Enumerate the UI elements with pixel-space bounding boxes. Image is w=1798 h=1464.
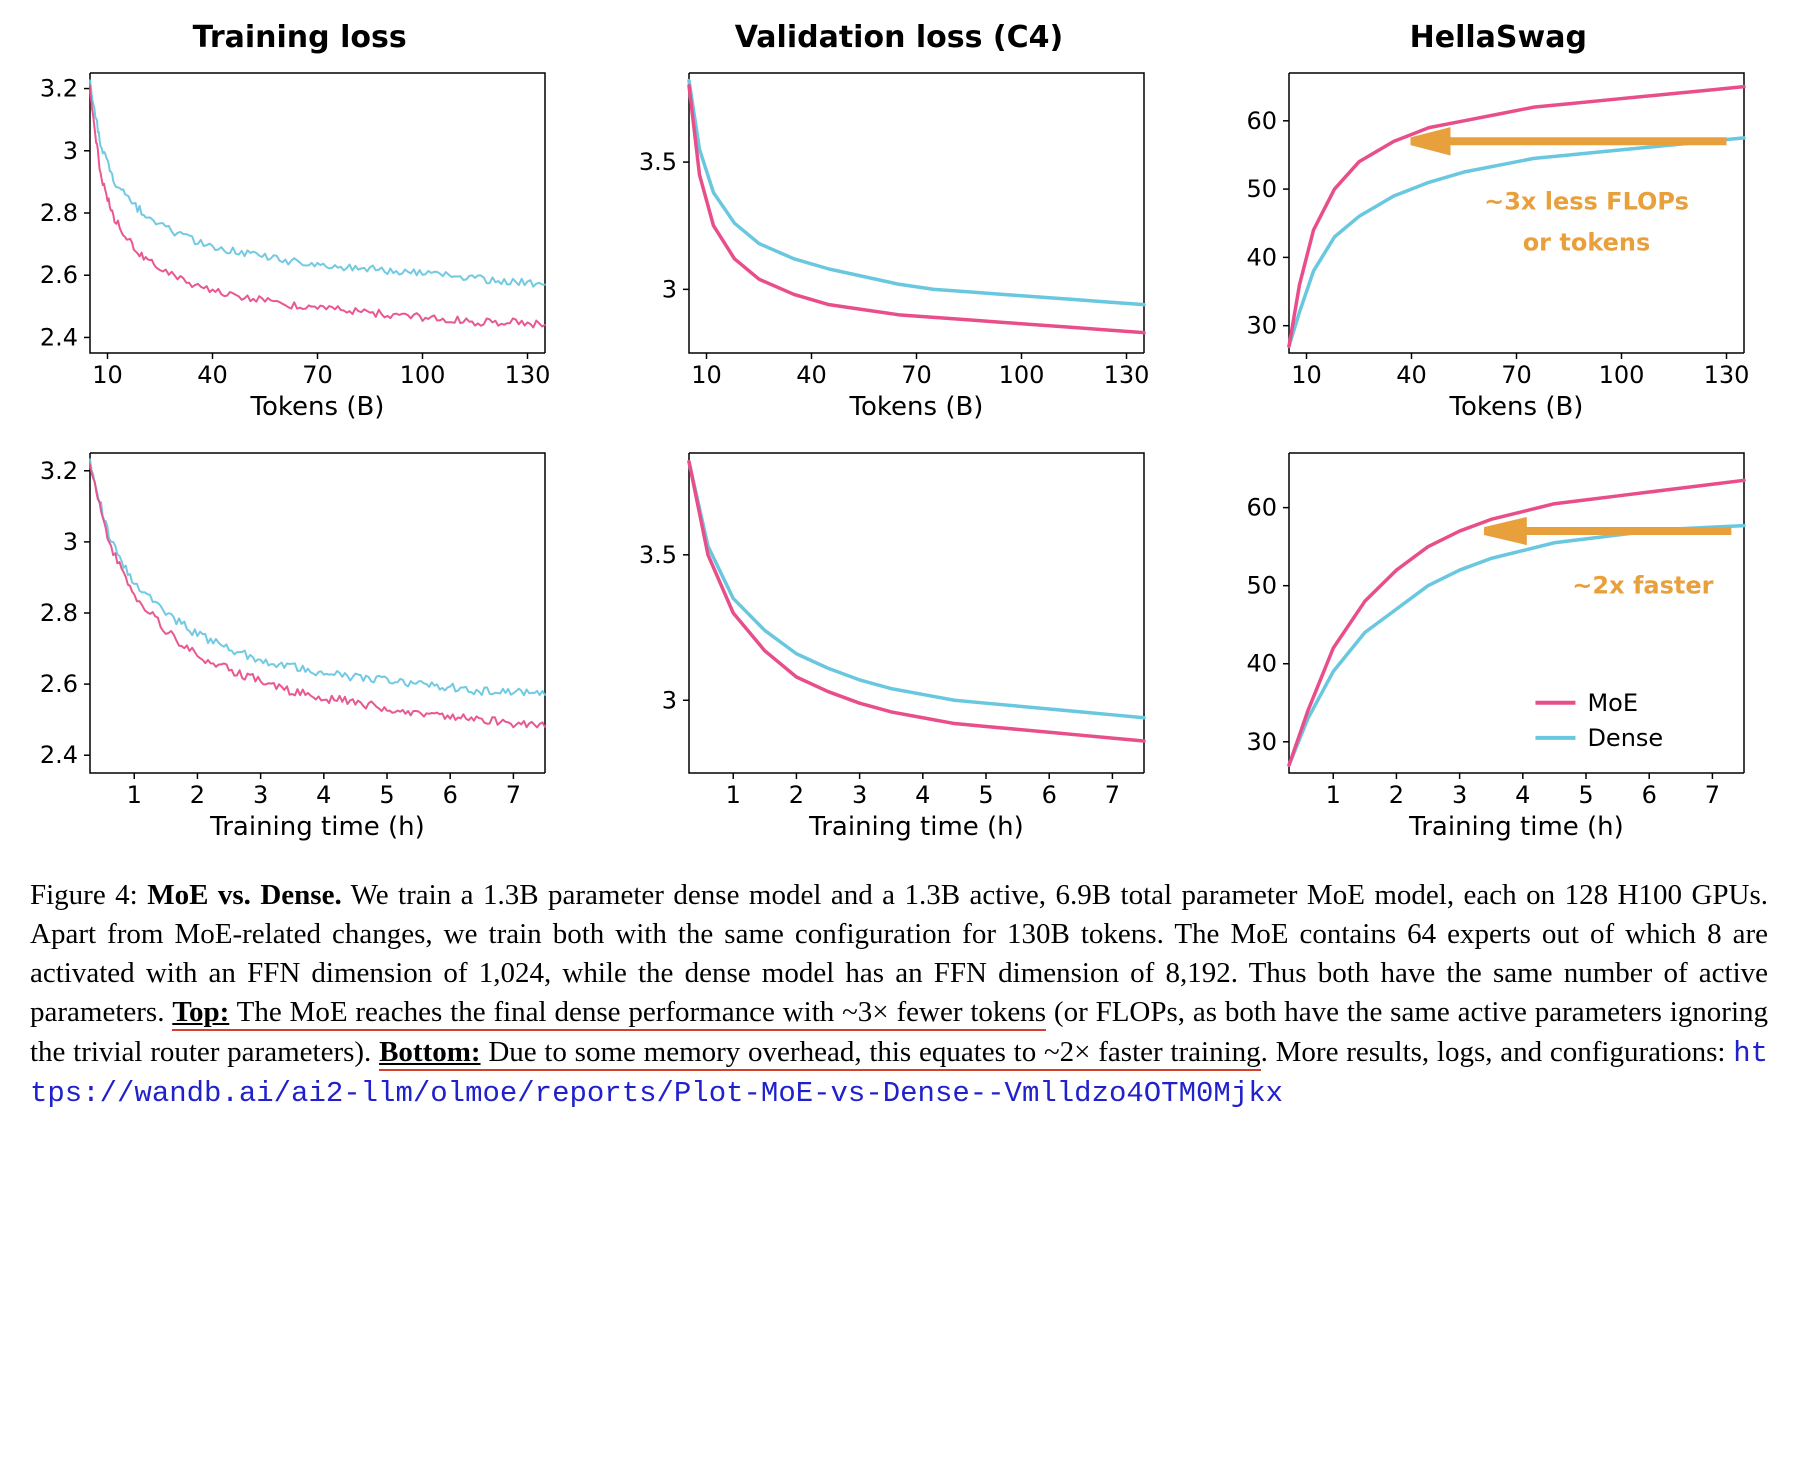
chart-svg: 30 40 50 60 10 40 70 100 130 Tokens (B) ~3x less F…	[1219, 63, 1759, 423]
svg-text:3: 3	[662, 686, 677, 714]
svg-text:10: 10	[692, 361, 723, 389]
svg-text:10: 10	[92, 361, 123, 389]
svg-text:3: 3	[63, 528, 78, 556]
svg-text:1: 1	[726, 781, 741, 809]
svg-text:7: 7	[506, 781, 521, 809]
chart-grid: Training loss 2.42.62.833.2104070100130T…	[20, 20, 1778, 846]
svg-text:60: 60	[1246, 494, 1277, 522]
svg-text:50: 50	[1246, 175, 1277, 203]
svg-text:2: 2	[1388, 781, 1403, 809]
svg-text:2: 2	[190, 781, 205, 809]
svg-text:2.8: 2.8	[40, 199, 78, 227]
svg-text:3: 3	[662, 275, 677, 303]
svg-text:7: 7	[1105, 781, 1120, 809]
svg-text:Tokens (B): Tokens (B)	[1448, 392, 1583, 422]
svg-text:60: 60	[1246, 107, 1277, 135]
svg-text:3: 3	[63, 137, 78, 165]
caption-figure-label: Figure 4:	[30, 879, 138, 911]
chart-svg: 3 3.5 1 2 3 4 5 6 7 Training time (h)	[619, 443, 1159, 843]
caption-bottom-underlined: Due to some memory overhead, this equate…	[488, 1036, 1260, 1068]
svg-text:3.2: 3.2	[40, 457, 78, 485]
svg-text:2.8: 2.8	[40, 599, 78, 627]
svg-text:or tokens: or tokens	[1522, 229, 1650, 257]
svg-text:1: 1	[1325, 781, 1340, 809]
svg-text:100: 100	[1598, 361, 1644, 389]
caption-bottom-label: Bottom:	[379, 1036, 480, 1068]
svg-text:Training time (h): Training time (h)	[809, 812, 1025, 842]
panel-title: HellaSwag	[1219, 20, 1778, 55]
svg-text:5: 5	[1578, 781, 1593, 809]
panel-title: Training loss	[20, 20, 579, 55]
svg-text:50: 50	[1246, 572, 1277, 600]
panel-train-loss-tokens: Training loss 2.4 2.6 2.8 3 3.2 10 40 70 100 130 T…	[20, 20, 579, 423]
svg-text:1: 1	[127, 781, 142, 809]
svg-text:3.5: 3.5	[639, 148, 677, 176]
svg-text:30: 30	[1246, 312, 1277, 340]
svg-text:40: 40	[1246, 650, 1277, 678]
svg-text:Dense: Dense	[1587, 724, 1663, 752]
caption-heading: MoE vs. Dense.	[147, 879, 342, 911]
svg-text:3: 3	[852, 781, 867, 809]
svg-text:Tokens (B): Tokens (B)	[250, 392, 385, 422]
figure-4: Training loss 2.42.62.833.2104070100130T…	[20, 20, 1778, 1113]
svg-text:3: 3	[1452, 781, 1467, 809]
svg-text:~2x faster: ~2x faster	[1572, 571, 1713, 599]
panel-hellaswag-tokens: HellaSwag 30 40 50 60 10 40 70 100 130 Tokens (B)…	[1219, 20, 1778, 423]
svg-text:2.4: 2.4	[40, 323, 78, 351]
chart-svg: 2.4 2.6 2.8 3 3.2 1 2 3 4 5 6 7 Training time (h)	[20, 443, 560, 843]
svg-text:40: 40	[1246, 243, 1277, 271]
svg-text:Training time (h): Training time (h)	[209, 812, 425, 842]
svg-text:MoE: MoE	[1587, 689, 1638, 717]
chart-svg: 2.4 2.6 2.8 3 3.2 10 40 70 100 130 Tokens (B)	[20, 63, 560, 423]
svg-text:40: 40	[797, 361, 828, 389]
svg-text:40: 40	[1396, 361, 1427, 389]
svg-text:2.6: 2.6	[40, 261, 78, 289]
svg-text:3.5: 3.5	[639, 541, 677, 569]
svg-text:30: 30	[1246, 728, 1277, 756]
svg-text:100: 100	[400, 361, 446, 389]
svg-text:130: 130	[1104, 361, 1150, 389]
svg-text:70: 70	[902, 361, 933, 389]
svg-text:10: 10	[1291, 361, 1322, 389]
svg-text:2.6: 2.6	[40, 670, 78, 698]
svg-text:70: 70	[1501, 361, 1532, 389]
svg-text:3.2: 3.2	[40, 75, 78, 103]
svg-text:5: 5	[979, 781, 994, 809]
chart-svg: 3 3.5 10 40 70 100 130 Tokens (B)	[619, 63, 1159, 423]
svg-text:3: 3	[253, 781, 268, 809]
svg-text:4: 4	[916, 781, 931, 809]
caption-top-label: Top:	[172, 996, 229, 1028]
panel-title: Validation loss (C4)	[619, 20, 1178, 55]
figure-caption: Figure 4: MoE vs. Dense. We train a 1.3B…	[20, 876, 1778, 1113]
svg-text:100: 100	[999, 361, 1045, 389]
svg-text:~3x less FLOPs: ~3x less FLOPs	[1484, 188, 1689, 216]
caption-top-underlined: The MoE reaches the final dense performa…	[237, 996, 1046, 1028]
svg-text:2.4: 2.4	[40, 741, 78, 769]
svg-text:130: 130	[1703, 361, 1749, 389]
panel-train-loss-time: 2.4 2.6 2.8 3 3.2 1 2 3 4 5 6 7 Training time (h)	[20, 443, 579, 846]
svg-text:70: 70	[302, 361, 333, 389]
svg-text:4: 4	[316, 781, 331, 809]
svg-text:Training time (h): Training time (h)	[1408, 812, 1624, 842]
svg-text:7: 7	[1704, 781, 1719, 809]
svg-text:40: 40	[197, 361, 228, 389]
svg-text:130: 130	[505, 361, 551, 389]
chart-svg: 30 40 50 60 1 2 3 4 5 6 7 Training time (h) ~2x fast…	[1219, 443, 1759, 843]
panel-hellaswag-time: 30 40 50 60 1 2 3 4 5 6 7 Training time (h) ~2x fast…	[1219, 443, 1778, 846]
panel-val-loss-time: 3 3.5 1 2 3 4 5 6 7 Training time (h)	[619, 443, 1178, 846]
svg-text:4: 4	[1515, 781, 1530, 809]
caption-bottom-rest: . More results, logs, and configurations…	[1261, 1036, 1726, 1068]
svg-text:2: 2	[789, 781, 804, 809]
svg-text:6: 6	[1042, 781, 1057, 809]
svg-text:5: 5	[379, 781, 394, 809]
svg-text:6: 6	[443, 781, 458, 809]
svg-text:Tokens (B): Tokens (B)	[849, 392, 984, 422]
svg-text:6: 6	[1641, 781, 1656, 809]
panel-val-loss-tokens: Validation loss (C4) 3 3.5 10 40 70 100 130 Tok…	[619, 20, 1178, 423]
